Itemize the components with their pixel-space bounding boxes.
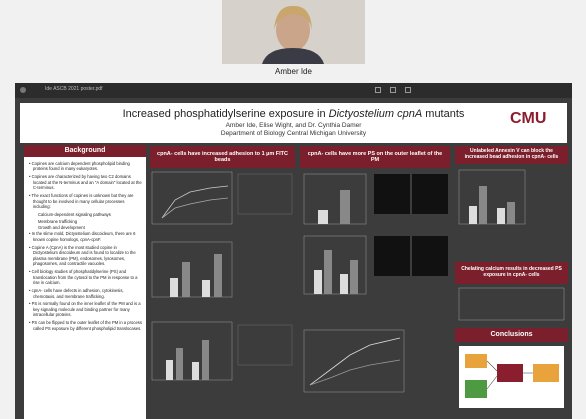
bullet: • Cell biology studies of phosphatidylse… [29, 269, 138, 286]
title-italic: Dictyostelium cpnA [328, 108, 423, 120]
figure-panels [458, 287, 565, 321]
section-heading: Unlabeled Annexin V can block the increa… [455, 146, 568, 164]
department: Department of Biology Central Michigan U… [220, 130, 367, 137]
figure-panels [303, 173, 448, 393]
poster: Increased phosphatidylserine exposure in… [15, 98, 572, 419]
title-text: mutants [422, 108, 465, 120]
figure-panels [458, 169, 526, 225]
logo: CMU [510, 110, 547, 127]
sub-bullet: Growth and development [38, 225, 85, 231]
participant-name: Amber Ide [275, 67, 312, 76]
sub-bullet: Calcium-dependent signaling pathways [38, 212, 111, 218]
background-column: Background • Copines are calcium depende… [24, 145, 146, 419]
sub-bullet: Membrane trafficking [38, 218, 78, 224]
section-heading: Background [24, 145, 146, 157]
bullet: • cpnA- cells have defects in adhesion, … [29, 288, 124, 299]
bullet: • Copine A (CpnA) is the most studied co… [29, 244, 136, 267]
section-heading: cpnA- cells have more PS on the outer le… [300, 146, 450, 168]
video-tile [222, 0, 365, 64]
title-text: Increased phosphatidylserine exposure in [122, 108, 329, 120]
bullet: • Copines are calcium dependent phosphol… [29, 161, 130, 172]
tool-button[interactable] [375, 87, 381, 93]
participant-video [222, 0, 365, 64]
bullet: • PS is normally found on the inner leaf… [29, 301, 141, 318]
section-heading: Conclusions [455, 328, 568, 342]
bullet: • The exact functions of copines is unkn… [29, 193, 134, 210]
bullet: • In the slime mold, Dictyostelium disco… [29, 231, 136, 242]
section-heading: Chelating calcium results in decreased P… [455, 262, 568, 284]
poster-title: Increased phosphatidylserine exposure in… [20, 108, 567, 120]
figure-panels [151, 171, 293, 381]
conclusion-diagram [459, 346, 564, 408]
bullet: • Copines are characterized by having tw… [29, 174, 142, 191]
bullet-list: • Copines are calcium dependent phosphol… [28, 161, 142, 334]
sidebar-button[interactable] [20, 87, 26, 93]
title-box: Increased phosphatidylserine exposure in… [20, 103, 567, 143]
section-heading: cpnA- cells have increased adhesion to 1… [150, 146, 295, 168]
authors: Amber Ide, Elise Wight, and Dr. Cynthia … [225, 122, 362, 129]
viewer-toolbar: Ide ASCB 2021 poster.pdf [15, 83, 572, 98]
bullet: • PS can be flipped to the outer leaflet… [29, 320, 142, 331]
filename: Ide ASCB 2021 poster.pdf [45, 86, 103, 92]
tool-button[interactable] [405, 87, 411, 93]
tool-button[interactable] [390, 87, 396, 93]
